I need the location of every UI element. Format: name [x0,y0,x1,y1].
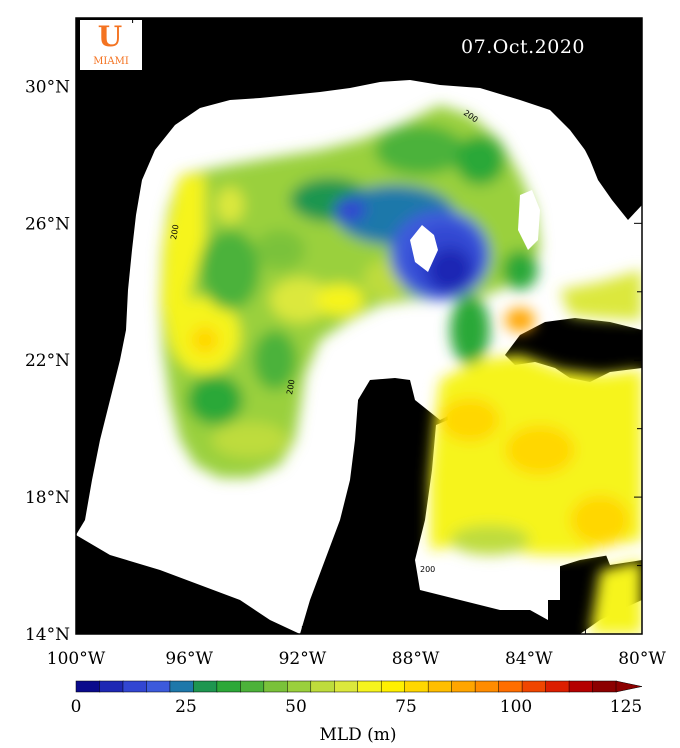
shelf-south [430,560,560,600]
lat-label: 14°N [25,625,70,645]
no-data-patch [410,225,438,272]
colorbar-tick-label: 0 [71,697,82,717]
lat-label: 22°N [25,351,70,371]
date-label: 07.Oct.2020 [461,36,585,58]
lat-label: 18°N [25,488,70,508]
lon-label: 88°W [392,649,440,669]
logo-letter: U [98,20,122,53]
lat-label: 30°N [25,77,70,97]
contour-label-campeche: 200 [285,379,297,396]
colorbar-swatch [146,680,171,693]
colorbar-swatch [99,680,124,693]
colorbar-tick-label: 50 [285,697,307,717]
land-mexico-central-america [76,535,300,634]
colorbar-swatch [404,680,429,693]
colorbar-title: MLD (m) [319,725,396,745]
lon-label: 92°W [279,649,327,669]
colorbar-swatch [498,680,523,693]
colorbar-extension [615,680,643,693]
colorbar-swatch [122,680,148,693]
colorbar-swatch [169,680,195,693]
land-yucatan [300,378,548,634]
colorbar-swatch [310,680,336,693]
colorbar-swatch [427,680,453,693]
logo-text: MIAMI [93,56,129,67]
no-data-patch-east [518,190,540,250]
colorbar-swatch [592,680,617,693]
colorbar-swatch [216,680,242,693]
colorbar-swatch [357,680,382,693]
colorbar-swatch [334,680,359,693]
colorbar-tick-label: 25 [175,697,197,717]
miami-logo: U MIAMI [80,20,142,70]
contour-label-south: 200 [420,565,435,574]
colorbar-swatch [568,680,594,693]
land-florida [555,18,642,220]
colorbar-tick-label: 100 [500,697,532,717]
colorbar: 0 25 50 75 100 125 MLD (m) [71,680,643,745]
contour-label-west: 200 [169,224,181,241]
land-cuba [505,318,642,382]
colorbar-swatch [263,680,289,693]
colorbar-tick-label: 75 [395,697,417,717]
colorbar-swatch [451,680,476,693]
colorbar-swatch [521,680,547,693]
lon-label: 100°W [47,649,106,669]
colorbar-swatch [380,680,406,693]
colorbar-swatch [240,680,265,693]
lon-label: 80°W [618,649,666,669]
shelf-campeche [285,370,360,490]
colorbar-swatch [75,680,101,693]
colorbar-swatch [193,680,218,693]
axis-ticks: 30°N 26°N 22°N 18°N 14°N 100°W 96°W 92°W 88°W 84°… [25,17,666,669]
colorbar-tick-label: 125 [610,697,642,717]
shelf-bahamas [600,225,642,250]
colorbar-swatch [474,680,500,693]
lon-label: 96°W [165,649,213,669]
colorbar-swatch [545,680,570,693]
mld-field [160,105,642,634]
lat-label: 26°N [25,214,70,234]
lon-label: 84°W [505,649,553,669]
colorbar-swatch [287,680,312,693]
